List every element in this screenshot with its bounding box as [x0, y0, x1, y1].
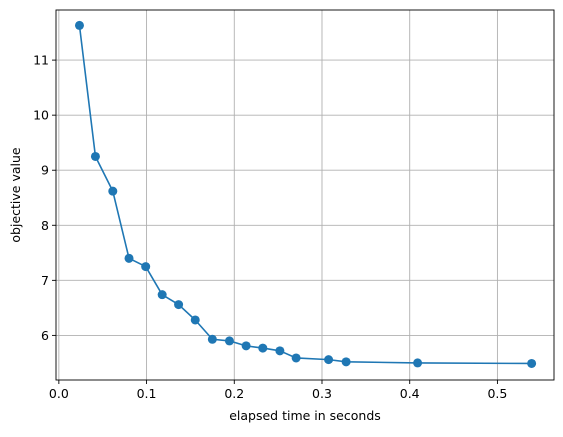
data-point: [324, 355, 334, 365]
x-tick-label: 0.5: [487, 386, 507, 401]
data-point: [207, 334, 217, 344]
y-axis-label: objective value: [8, 147, 23, 243]
data-point: [74, 20, 84, 30]
data-point: [224, 336, 234, 346]
data-point: [190, 315, 200, 325]
data-point: [413, 358, 423, 368]
y-axis-ticks: 6 7 8 9 10 11: [33, 53, 56, 343]
data-point: [141, 262, 151, 272]
y-tick-label: 7: [41, 273, 49, 288]
grid-lines: [56, 10, 554, 380]
data-point: [124, 253, 134, 263]
data-point: [291, 353, 301, 363]
plot-area-background: [56, 10, 554, 380]
y-tick-label: 6: [41, 328, 49, 343]
data-point: [157, 290, 167, 300]
data-point: [258, 343, 268, 353]
data-point: [108, 186, 118, 196]
data-point: [90, 151, 100, 161]
data-point: [341, 357, 351, 367]
x-tick-label: 0.2: [224, 386, 244, 401]
data-point: [275, 346, 285, 356]
data-point: [527, 358, 537, 368]
series-layer: [74, 20, 537, 368]
x-axis-ticks: 0.0 0.1 0.2 0.3 0.4 0.5: [49, 380, 507, 401]
x-axis-label: elapsed time in seconds: [229, 408, 381, 423]
x-tick-label: 0.3: [312, 386, 332, 401]
x-tick-label: 0.4: [400, 386, 420, 401]
x-tick-label: 0.0: [49, 386, 69, 401]
y-tick-label: 8: [41, 218, 49, 233]
y-tick-label: 10: [33, 108, 49, 123]
y-tick-label: 11: [33, 53, 49, 68]
plot-frame: [55, 9, 555, 381]
y-tick-label: 9: [41, 163, 49, 178]
x-tick-label: 0.1: [137, 386, 157, 401]
data-point: [241, 341, 251, 351]
data-point: [174, 300, 184, 310]
